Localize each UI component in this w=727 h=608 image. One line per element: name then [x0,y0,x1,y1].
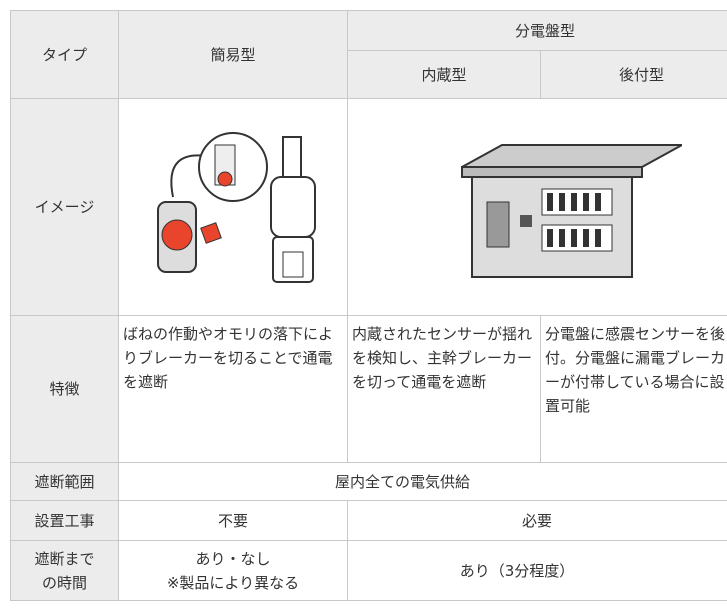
cell: あり（3分程度） [346,540,727,601]
text-line: ※製品により異なる [166,573,300,592]
image-cell [118,98,348,316]
cell: あり・なし ※製品により異なる [118,540,348,601]
feature-text: 内蔵されたセンサーが揺れを検知し、主幹ブレーカーを切って通電を遮断 [347,315,541,463]
image-cell [346,98,727,316]
header-cell: 分電盤型 [346,10,727,51]
comparison-table: タイプ 簡易型 分電盤型 内蔵型 後付型 イメージ [10,10,727,601]
cell: 屋内全ての電気供給 [117,462,727,501]
panel-image [461,144,682,278]
header-cell: 内蔵型 [347,50,541,99]
header-cell: 後付型 [539,50,727,99]
row-label: イメージ [10,98,119,316]
text-line: の時間 [41,573,87,592]
text-line: あり・なし [195,549,271,568]
feature-text: ばねの作動やオモリの落下によりブレーカーを切ることで通電を遮断 [118,315,348,463]
header-cell: 簡易型 [118,10,348,99]
row-label: 設置工事 [10,500,119,541]
cell: 必要 [346,500,727,541]
row-label: 遮断範囲 [10,462,119,501]
cell: 不要 [118,500,348,541]
header-cell: タイプ [10,10,119,99]
simple-device-image [157,132,316,283]
row-label: 特徴 [10,315,119,463]
feature-text: 分電盤に感震センサーを後付。分電盤に漏電ブレーカーが付帯している場合に設置可能 [539,315,727,463]
row-label: 遮断まで の時間 [10,540,119,601]
text-line: 遮断まで [34,549,95,568]
